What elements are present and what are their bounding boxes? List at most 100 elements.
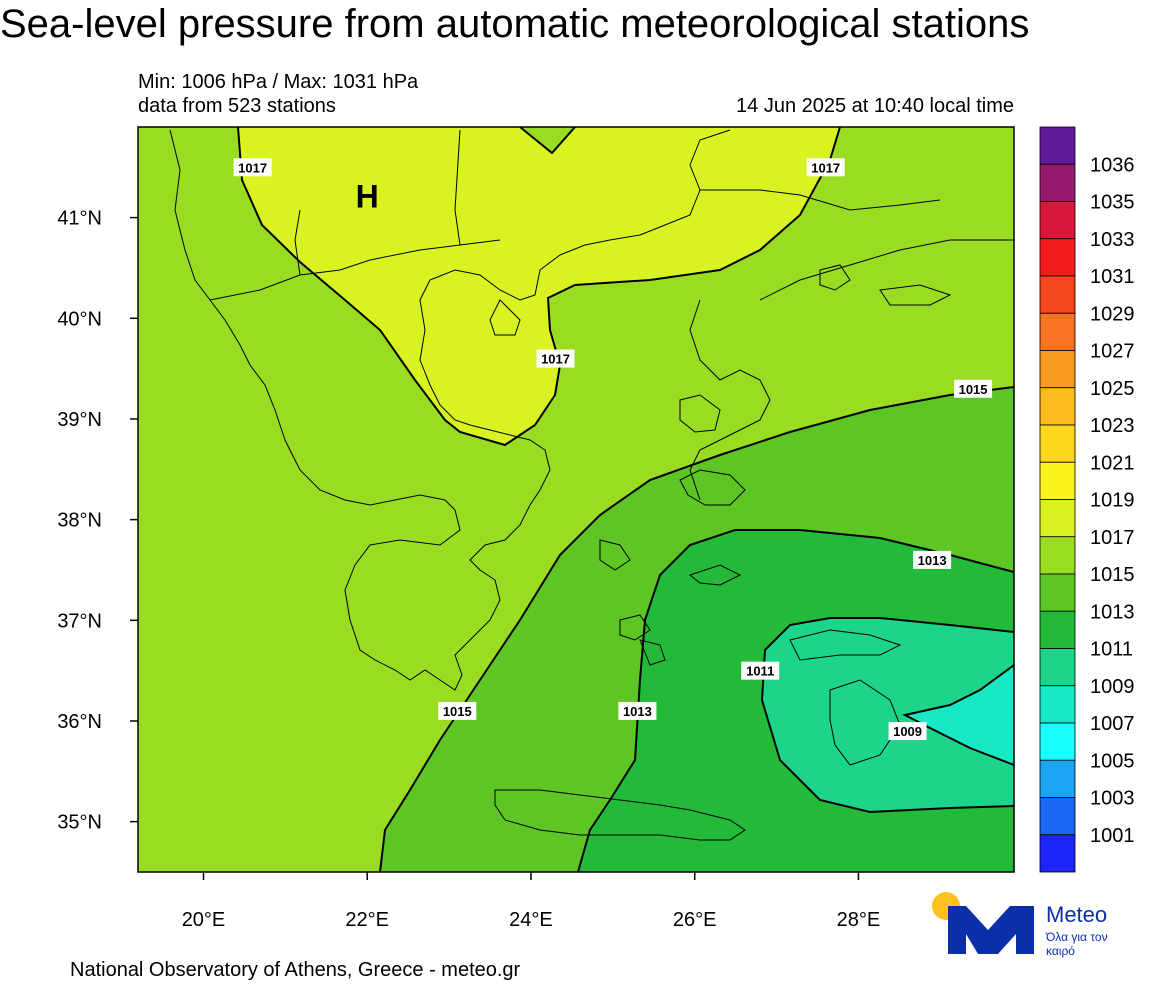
legend-swatch bbox=[1039, 759, 1076, 798]
lat-tick-label: 40°N bbox=[57, 308, 102, 330]
legend-label: 1007 bbox=[1090, 713, 1135, 735]
pressure-band-1017 bbox=[238, 127, 840, 445]
lat-tick-label: 38°N bbox=[57, 510, 102, 532]
legend-label: 1009 bbox=[1090, 676, 1135, 698]
pressure-band-1009 bbox=[762, 618, 1014, 812]
contour-label-text: 1013 bbox=[918, 553, 947, 568]
legend-label: 1019 bbox=[1090, 490, 1135, 512]
lat-tick-label: 37°N bbox=[57, 610, 102, 632]
pressure-field bbox=[138, 127, 1014, 872]
contour-label: 1015 bbox=[438, 701, 477, 720]
contour-label: 1009 bbox=[888, 722, 927, 741]
legend-label: 1029 bbox=[1090, 303, 1135, 325]
legend-swatch bbox=[1039, 648, 1076, 687]
contour-label: 1013 bbox=[618, 701, 657, 720]
legend-swatch bbox=[1039, 573, 1076, 612]
lat-axis: 41°N 40°N 39°N 38°N 37°N 36°N 35°N bbox=[57, 208, 138, 834]
contour-label-text: 1017 bbox=[541, 352, 570, 367]
contour-label-bg bbox=[741, 661, 780, 680]
contour-label-bg bbox=[913, 550, 952, 569]
lon-tick-label: 24°E bbox=[509, 909, 553, 931]
legend-swatch bbox=[1039, 499, 1076, 538]
legend-swatch bbox=[1039, 387, 1076, 426]
borders bbox=[209, 129, 941, 301]
legend-swatch bbox=[1039, 312, 1076, 351]
lon-axis: 20°E 22°E 24°E 26°E 28°E bbox=[182, 872, 881, 931]
contour-label: 1017 bbox=[233, 158, 272, 177]
high-pressure-marker: H bbox=[356, 179, 379, 215]
logo-tagline: Όλα για τον καιρό bbox=[1046, 930, 1108, 958]
legend-swatch bbox=[1039, 238, 1076, 277]
contour-label: 1017 bbox=[536, 349, 575, 368]
station-count: data from 523 stations bbox=[138, 95, 336, 117]
legend-swatch bbox=[1039, 461, 1076, 500]
legend-label: 1035 bbox=[1090, 192, 1135, 214]
contour-label-text: 1017 bbox=[238, 160, 267, 175]
legend-swatch bbox=[1039, 163, 1076, 202]
legend-label: 1005 bbox=[1090, 750, 1135, 772]
coastlines bbox=[169, 129, 1014, 841]
contour-label: 1017 bbox=[806, 158, 845, 177]
contour-label-text: 1015 bbox=[959, 382, 988, 397]
meteo-logo bbox=[932, 892, 1034, 954]
lat-tick-label: 36°N bbox=[57, 711, 102, 733]
contour-label: 1013 bbox=[913, 550, 952, 569]
contour-label: 1011 bbox=[741, 661, 780, 680]
pressure-legend: 1036 1035 1033 1031 1029 1027 1025 1023 1021 1019… bbox=[1039, 126, 1135, 873]
contour-label-text: 1015 bbox=[443, 704, 472, 719]
lon-tick-label: 22°E bbox=[345, 909, 389, 931]
pressure-band-1007 bbox=[905, 665, 1014, 765]
lat-tick-label: 39°N bbox=[57, 409, 102, 431]
lon-tick-label: 26°E bbox=[673, 909, 717, 931]
legend-swatch bbox=[1039, 722, 1076, 761]
legend-swatch bbox=[1039, 201, 1076, 240]
legend-swatch bbox=[1039, 797, 1076, 836]
legend-label: 1027 bbox=[1090, 341, 1135, 363]
timestamp: 14 Jun 2025 at 10:40 local time bbox=[736, 95, 1014, 117]
legend-swatch bbox=[1039, 424, 1076, 463]
contour-label-layer: 1017 1017 1017 1015 1015 1013 1013 1011 1009 bbox=[233, 158, 993, 741]
meteo-m-icon bbox=[948, 906, 1034, 954]
legend-swatch bbox=[1039, 834, 1076, 873]
plot-frame bbox=[137, 126, 1015, 873]
lon-tick-label: 28°E bbox=[837, 909, 881, 931]
page-title: Sea-level pressure from automatic meteor… bbox=[0, 2, 1030, 46]
legend-label: 1013 bbox=[1090, 601, 1135, 623]
contour-label-bg bbox=[618, 701, 657, 720]
contour-label-bg bbox=[954, 379, 993, 398]
pressure-band-1015-ne bbox=[845, 127, 1014, 195]
legend-swatch bbox=[1039, 610, 1076, 649]
min-max-pressure: Min: 1006 hPa / Max: 1031 hPa bbox=[138, 71, 419, 93]
contour-label-text: 1017 bbox=[811, 160, 840, 175]
legend-label: 1015 bbox=[1090, 564, 1135, 586]
lat-tick-label: 35°N bbox=[57, 812, 102, 834]
legend-label: 1025 bbox=[1090, 378, 1135, 400]
contour-label-bg bbox=[536, 349, 575, 368]
contour-label: 1015 bbox=[954, 379, 993, 398]
lat-tick-label: 41°N bbox=[57, 208, 102, 230]
legend-label: 1011 bbox=[1090, 639, 1133, 661]
legend-label: 1033 bbox=[1090, 229, 1135, 251]
legend-swatch bbox=[1039, 685, 1076, 724]
legend-label: 1031 bbox=[1090, 266, 1135, 288]
contour-label-text: 1013 bbox=[623, 704, 652, 719]
lon-tick-label: 20°E bbox=[182, 909, 226, 931]
contour-label-bg bbox=[888, 722, 927, 741]
footer-credit: National Observatory of Athens, Greece -… bbox=[70, 959, 521, 981]
legend-swatch bbox=[1039, 275, 1076, 314]
legend-label: 1036 bbox=[1090, 154, 1135, 176]
legend-swatch bbox=[1039, 126, 1076, 165]
legend-label: 1023 bbox=[1090, 415, 1135, 437]
legend-swatch bbox=[1039, 536, 1076, 575]
contour-label-bg bbox=[806, 158, 845, 177]
legend-label: 1003 bbox=[1090, 788, 1135, 810]
pressure-band-1015-notch bbox=[520, 127, 575, 153]
legend-label: 1021 bbox=[1090, 452, 1135, 474]
contour-label-text: 1009 bbox=[893, 724, 922, 739]
logo-name: Meteo bbox=[1046, 902, 1108, 927]
legend-label: 1017 bbox=[1090, 527, 1135, 549]
legend-label: 1001 bbox=[1090, 825, 1135, 847]
data-summary: Min: 1006 hPa / Max: 1031 hPa data from … bbox=[138, 70, 418, 118]
contour-label-bg bbox=[438, 701, 477, 720]
